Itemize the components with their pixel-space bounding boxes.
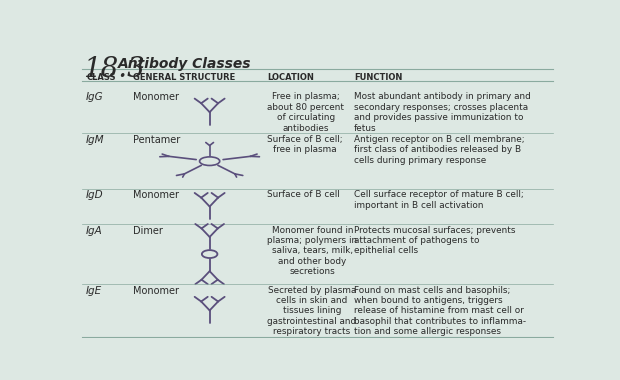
Text: Antibody Classes: Antibody Classes [118,57,252,71]
Text: Surface of B cell;
free in plasma: Surface of B cell; free in plasma [267,135,343,154]
Text: IgM: IgM [86,135,105,145]
Text: IgG: IgG [86,92,104,103]
Text: 18.3: 18.3 [83,56,145,83]
Text: Found on mast cells and basophils;
when bound to antigens, triggers
release of h: Found on mast cells and basophils; when … [354,285,526,336]
Ellipse shape [200,157,219,165]
Text: GENERAL STRUCTURE: GENERAL STRUCTURE [133,73,235,82]
Text: Surface of B cell: Surface of B cell [267,190,340,200]
Text: Pentamer: Pentamer [133,135,180,145]
Text: IgA: IgA [86,226,103,236]
Text: Dimer: Dimer [133,226,162,236]
Text: LOCATION: LOCATION [267,73,314,82]
Text: Antigen receptor on B cell membrane;
first class of antibodies released by B
cel: Antigen receptor on B cell membrane; fir… [354,135,525,165]
Text: Monomer: Monomer [133,190,179,200]
Text: IgD: IgD [86,190,104,200]
Ellipse shape [202,250,218,258]
Text: Monomer found in
plasma; polymers in
saliva, tears, milk,
and other body
secreti: Monomer found in plasma; polymers in sal… [267,226,357,276]
Text: CLASS: CLASS [86,73,116,82]
Text: Protects mucosal surfaces; prevents
attachment of pathogens to
epithelial cells: Protects mucosal surfaces; prevents atta… [354,226,515,255]
Text: FUNCTION: FUNCTION [354,73,402,82]
Text: Free in plasma;
about 80 percent
of circulating
antibodies: Free in plasma; about 80 percent of circ… [267,92,344,133]
Text: Secreted by plasma
cells in skin and
tissues lining
gastrointestinal and
respira: Secreted by plasma cells in skin and tis… [267,285,356,336]
Text: Monomer: Monomer [133,285,179,296]
Text: Cell surface receptor of mature B cell;
important in B cell activation: Cell surface receptor of mature B cell; … [354,190,523,210]
Text: Monomer: Monomer [133,92,179,103]
Text: IgE: IgE [86,285,102,296]
Text: Most abundant antibody in primary and
secondary responses; crosses placenta
and : Most abundant antibody in primary and se… [354,92,531,133]
